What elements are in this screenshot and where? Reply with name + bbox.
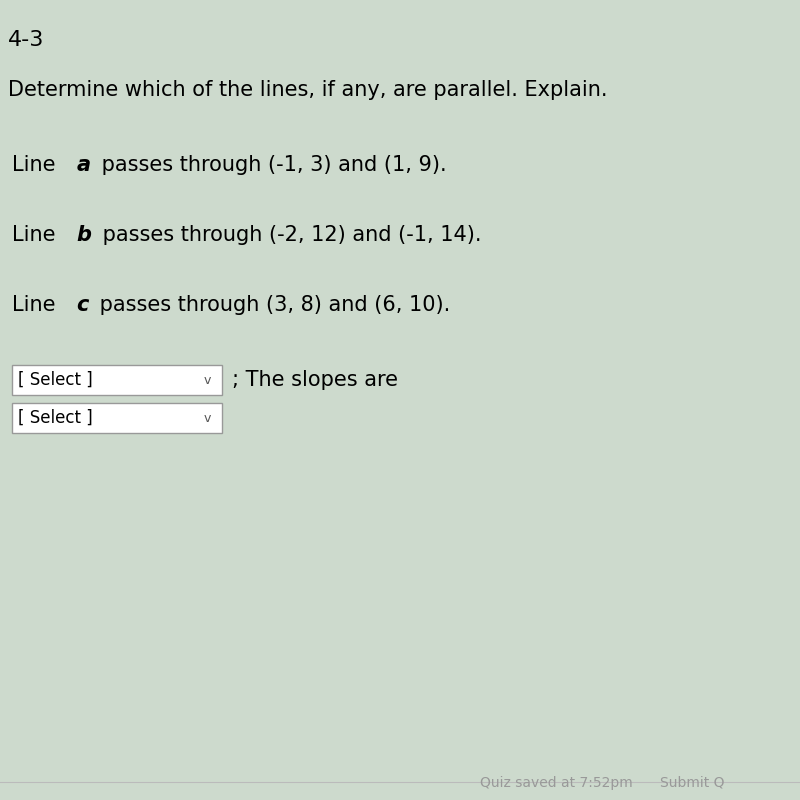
Text: v: v bbox=[204, 374, 211, 386]
Text: passes through (3, 8) and (6, 10).: passes through (3, 8) and (6, 10). bbox=[93, 295, 450, 315]
Text: 4-3: 4-3 bbox=[8, 30, 44, 50]
Text: [ Select ]: [ Select ] bbox=[18, 371, 93, 389]
Text: Line: Line bbox=[12, 225, 62, 245]
Text: c: c bbox=[77, 295, 89, 315]
Text: passes through (-2, 12) and (-1, 14).: passes through (-2, 12) and (-1, 14). bbox=[96, 225, 482, 245]
Text: passes through (-1, 3) and (1, 9).: passes through (-1, 3) and (1, 9). bbox=[95, 155, 446, 175]
FancyBboxPatch shape bbox=[12, 365, 222, 395]
Text: Line: Line bbox=[12, 155, 62, 175]
Text: ; The slopes are: ; The slopes are bbox=[232, 370, 398, 390]
FancyBboxPatch shape bbox=[12, 403, 222, 433]
Text: [ Select ]: [ Select ] bbox=[18, 409, 93, 427]
Text: Quiz saved at 7:52pm: Quiz saved at 7:52pm bbox=[480, 776, 633, 790]
Text: Line: Line bbox=[12, 295, 62, 315]
Text: b: b bbox=[77, 225, 92, 245]
Text: v: v bbox=[204, 411, 211, 425]
Text: Submit Q: Submit Q bbox=[660, 776, 725, 790]
Text: Determine which of the lines, if any, are parallel. Explain.: Determine which of the lines, if any, ar… bbox=[8, 80, 607, 100]
Text: a: a bbox=[77, 155, 91, 175]
